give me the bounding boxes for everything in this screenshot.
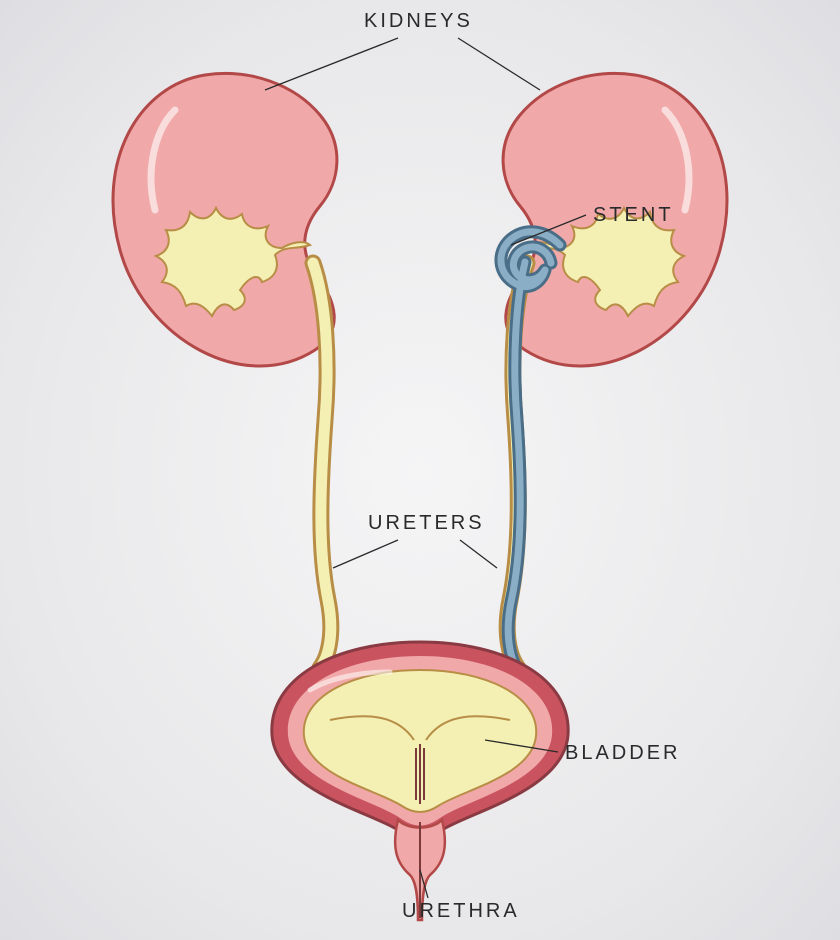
label-kidneys: KIDNEYS (364, 10, 473, 33)
urinary-system-diagram (0, 0, 840, 940)
left-kidney (113, 73, 337, 366)
label-bladder: BLADDER (565, 742, 680, 765)
label-ureters: URETERS (368, 512, 485, 535)
bladder (272, 642, 568, 838)
label-stent: STENT (593, 204, 674, 227)
label-urethra: URETHRA (402, 900, 520, 923)
